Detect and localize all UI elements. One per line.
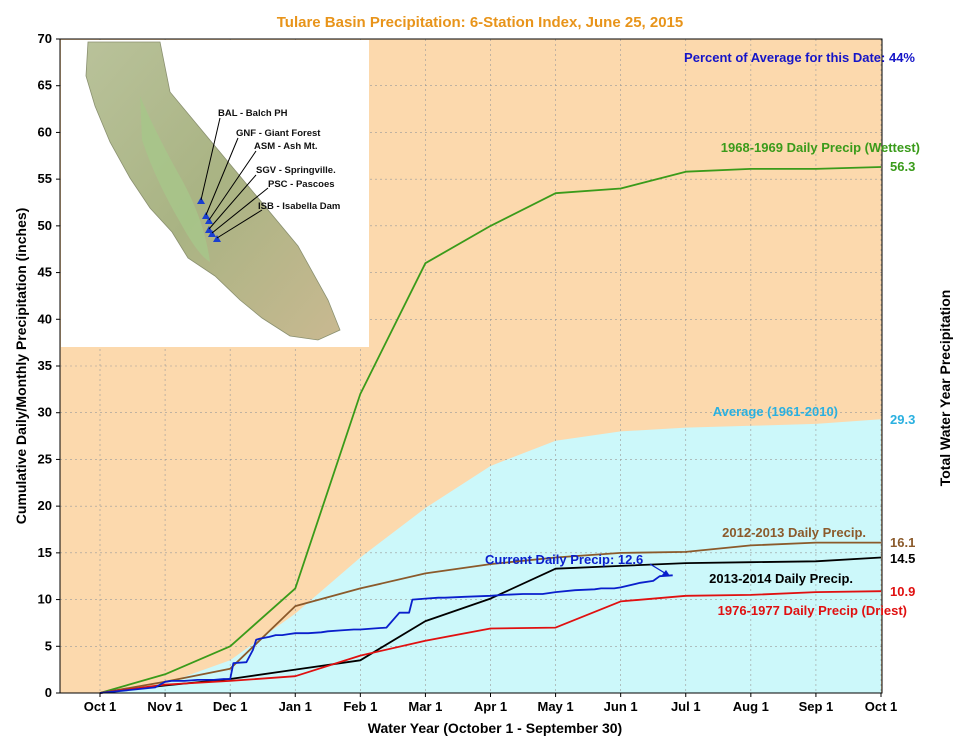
y-tick-label: 50 [38, 218, 52, 233]
x-tick-label: Apr 1 [474, 699, 507, 714]
station-marker [205, 217, 213, 224]
total-driest: 10.9 [890, 584, 915, 599]
x-tick-label: Dec 1 [213, 699, 248, 714]
y-tick-label: 65 [38, 78, 52, 93]
y-tick-label: 20 [38, 498, 52, 513]
y-tick-label: 40 [38, 311, 52, 326]
label-average: Average (1961-2010) [713, 404, 838, 419]
station-label: ISB - Isabella Dam [258, 201, 340, 212]
station-label: GNF - Giant Forest [236, 128, 321, 139]
series-lines [99, 166, 882, 694]
x-tick-label: Oct 1 [865, 699, 898, 714]
x-tick-label: Nov 1 [147, 699, 182, 714]
y-tick-label: 30 [38, 405, 52, 420]
y-tick-label: 55 [38, 171, 52, 186]
x-tick-label: Mar 1 [408, 699, 442, 714]
total-2013-2014: 14.5 [890, 551, 915, 566]
x-tick-label: Jan 1 [279, 699, 312, 714]
y-tick-label: 70 [38, 31, 52, 46]
y-tick-label: 15 [38, 545, 52, 560]
station-marker [197, 197, 205, 204]
station-label: BAL - Balch PH [218, 108, 288, 119]
inset-map: BAL - Balch PH GNF - Giant Forest ASM - … [61, 40, 369, 347]
label-2012-2013: 2012-2013 Daily Precip. [722, 525, 866, 540]
series-line [99, 590, 882, 694]
x-tick-label: Sep 1 [799, 699, 834, 714]
station-label: SGV - Springville. [256, 165, 336, 176]
x-tick-label: May 1 [538, 699, 574, 714]
x-axis-ticks: Oct 1 Nov 1 Dec 1 Jan 1 Feb 1 Mar 1 Apr 1 May 1… [84, 693, 898, 714]
x-tick-label: Jul 1 [671, 699, 701, 714]
total-average: 29.3 [890, 412, 915, 427]
label-driest: 1976-1977 Daily Precip (Driest) [718, 603, 907, 618]
label-current: Current Daily Precip: 12.6 [485, 552, 643, 567]
label-wettest: 1968-1969 Daily Precip (Wettest) [721, 140, 920, 155]
y-axis-label: Cumulative Daily/Monthly Precipitation (… [13, 208, 29, 525]
station-label: PSC - Pascoes [268, 179, 335, 190]
series-line [99, 574, 673, 694]
x-tick-label: Aug 1 [733, 699, 769, 714]
y-tick-label: 60 [38, 124, 52, 139]
y-axis-ticks: 0 5 10 15 20 25 30 35 40 45 50 55 60 65 70 [38, 31, 60, 700]
x-tick-label: Feb 1 [343, 699, 377, 714]
x-tick-label: Oct 1 [84, 699, 117, 714]
series-line [99, 166, 882, 694]
station-marker [205, 226, 213, 233]
california-shape [85, 41, 341, 341]
x-tick-label: Jun 1 [604, 699, 638, 714]
y-tick-label: 10 [38, 592, 52, 607]
station-markers [197, 197, 221, 242]
station-marker [213, 235, 221, 242]
total-wettest: 56.3 [890, 159, 915, 174]
station-label: ASM - Ash Mt. [254, 141, 318, 152]
chart-title: Tulare Basin Precipitation: 6-Station In… [277, 14, 684, 31]
y-tick-label: 25 [38, 451, 52, 466]
station-marker [202, 212, 210, 219]
station-leaders [200, 117, 269, 239]
x-axis-label: Water Year (October 1 - September 30) [368, 720, 622, 736]
series-line [99, 541, 881, 694]
central-valley [140, 96, 210, 262]
y-tick-label: 45 [38, 265, 52, 280]
percent-of-average: Percent of Average for this Date: 44% [684, 50, 915, 65]
y-tick-label: 35 [38, 358, 52, 373]
label-2013-2014: 2013-2014 Daily Precip. [709, 571, 853, 586]
y-axis-label-right: Total Water Year Precipitation [937, 290, 953, 487]
y-tick-label: 5 [45, 638, 52, 653]
y-tick-label: 0 [45, 685, 52, 700]
current-arrowhead [662, 570, 670, 576]
station-marker [208, 230, 216, 237]
total-2012-2013: 16.1 [890, 535, 915, 550]
